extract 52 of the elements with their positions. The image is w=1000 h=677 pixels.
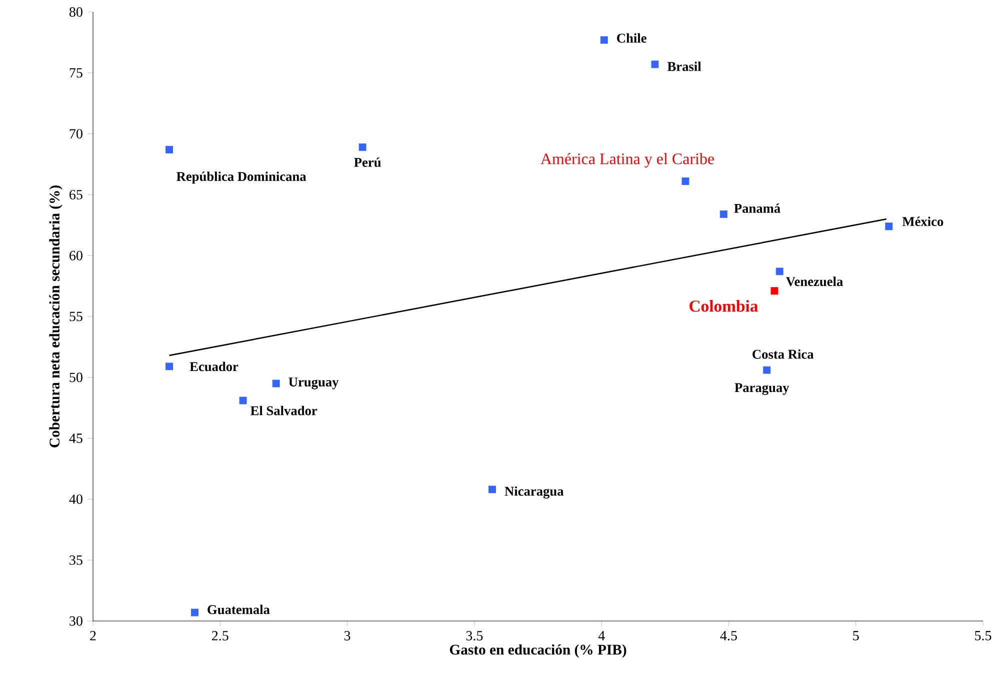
x-tick-label: 2.5 <box>212 631 228 640</box>
point <box>776 268 784 276</box>
y-tick-label: 35 <box>70 555 82 565</box>
annotation: República Dominicana <box>176 172 306 184</box>
annotation: Ecuador <box>190 362 238 372</box>
point <box>488 486 496 494</box>
annotation: Uruguay <box>288 378 339 390</box>
y-axis-title: Cobertura neta educación secundaria (%) <box>49 186 62 448</box>
annotation: Panamá <box>734 203 780 213</box>
annotation: Colombia <box>690 300 758 312</box>
annotation: Paraguay <box>734 383 790 395</box>
x-tick-label: 4 <box>598 631 605 640</box>
x-tick-label: 5.5 <box>975 631 992 640</box>
y-tick-label: 50 <box>70 372 82 382</box>
y-tick-label: 65 <box>70 190 82 200</box>
point <box>166 362 174 370</box>
point <box>763 366 771 374</box>
x-axis-title: Gasto en educación (% PIB) <box>450 644 626 658</box>
point <box>600 36 608 44</box>
point <box>272 380 280 388</box>
annotation: Costa Rica <box>752 349 814 359</box>
annotation: Brasil <box>667 62 702 72</box>
point <box>190 608 198 616</box>
x-tick-label: 2 <box>90 631 96 640</box>
point <box>720 210 728 218</box>
y-tick-label: 40 <box>69 494 82 504</box>
x-tick-label: 3 <box>344 631 350 640</box>
point <box>358 143 366 151</box>
annotation: México <box>902 216 944 226</box>
point <box>651 60 659 68</box>
y-tick-label: 30 <box>70 616 82 626</box>
annotation: Guatemala <box>208 604 270 614</box>
annotation: Chile <box>617 33 646 43</box>
y-tick-label: 60 <box>70 250 82 260</box>
annotation: Nicaragua <box>504 486 564 499</box>
annotation: Venezuela <box>786 276 843 286</box>
y-tick-label: 55 <box>70 312 82 322</box>
y-tick-label: 70 <box>70 129 82 139</box>
point <box>239 396 247 404</box>
x-tick-label: 5 <box>853 631 859 640</box>
point <box>682 178 690 186</box>
x-tick-label: 4.5 <box>720 631 737 640</box>
point <box>885 222 893 230</box>
point <box>166 146 174 154</box>
y-tick-label: 45 <box>69 434 82 443</box>
point <box>770 287 778 295</box>
y-tick-label: 75 <box>70 68 82 78</box>
y-tick-label: 80 <box>69 7 82 17</box>
annotation: América Latina y el Caribe <box>540 153 714 168</box>
annotation: Perú <box>354 157 381 167</box>
annotation: El Salvador <box>250 406 318 416</box>
x-tick-label: 3.5 <box>466 631 483 640</box>
